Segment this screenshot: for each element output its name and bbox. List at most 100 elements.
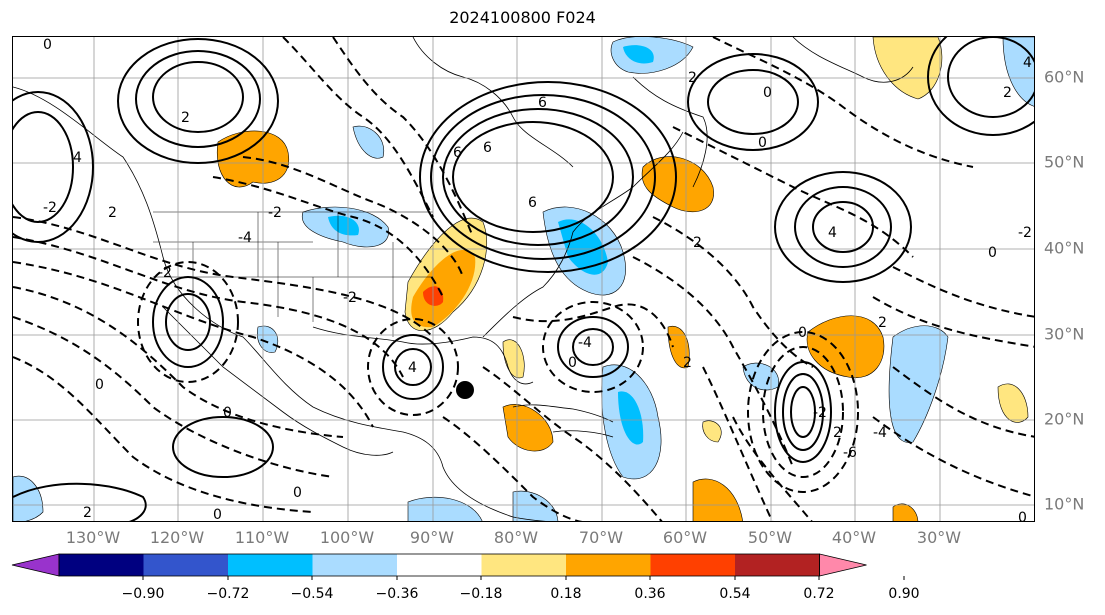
- contour-label: 0: [213, 507, 222, 522]
- colorbar-segment: [735, 554, 820, 576]
- contour-label: 0: [1018, 510, 1027, 522]
- contour-label: 6: [528, 195, 537, 211]
- contour-label: 2: [181, 110, 190, 126]
- contour-label: 0: [763, 85, 772, 101]
- map-canvas: 0 2 4 6 -2 -4 2 0 6 4 2 0 -2 0 2 4 -4 0 …: [13, 37, 1034, 522]
- north-america-coast: [13, 86, 546, 521]
- colorbar-segments: [11, 553, 867, 577]
- positive-anomaly-patch: [502, 339, 525, 379]
- longitude-label: 130°W: [65, 528, 121, 547]
- colorbar-segment: [143, 554, 228, 576]
- contour-label: 2: [1003, 85, 1012, 101]
- colorbar-segment: [650, 554, 735, 576]
- colorbar-tick-label: −0.72: [206, 586, 250, 602]
- colorbar-segment: [312, 554, 397, 576]
- contour-line: [13, 91, 94, 243]
- contour-label: 0: [758, 135, 767, 151]
- colorbar-tick-label: −0.36: [375, 586, 419, 602]
- contour-line: [687, 53, 819, 151]
- contour-line: [542, 301, 644, 393]
- contour-label: -2: [1018, 225, 1032, 241]
- contour-line: [774, 171, 912, 283]
- colorbar-segment: [228, 554, 313, 576]
- contour-line: [707, 69, 799, 135]
- contour-line: [13, 216, 434, 338]
- contour-line: [394, 348, 432, 386]
- figure-title: 2024100800 F024: [449, 8, 596, 27]
- contour-line: [332, 37, 474, 238]
- negative-anomaly-patch: [888, 325, 949, 443]
- longitude-label: 110°W: [234, 528, 290, 547]
- positive-anomaly-patch: [692, 478, 743, 521]
- contour-line: [430, 94, 656, 260]
- us-borders: [153, 211, 433, 337]
- contour-label: 6: [453, 145, 462, 161]
- contour-label: 2: [108, 205, 117, 221]
- positive-anomaly-patch: [216, 130, 290, 188]
- east-coast: [482, 131, 684, 338]
- colorbar-tick-label: −0.90: [121, 586, 165, 602]
- colorbar-extend-low: [11, 553, 60, 577]
- contour-label: 2: [833, 425, 842, 441]
- colorbar-outline: [58, 553, 820, 577]
- negative-anomaly-patch: [558, 219, 608, 275]
- contour-line: [13, 316, 334, 478]
- positive-anomaly-patch: [892, 503, 919, 521]
- contour-line: [282, 37, 434, 218]
- contour-label: 2: [683, 355, 692, 371]
- positive-anomaly-patch: [702, 420, 722, 443]
- latitude-label: 40°N: [1044, 238, 1085, 258]
- contour-line: [632, 256, 794, 468]
- contour-line: [452, 121, 614, 233]
- contour-line: [13, 356, 314, 513]
- contour-label: 4: [1023, 55, 1032, 71]
- contour-label: 0: [223, 405, 232, 421]
- negative-anomaly-patch: [512, 490, 559, 521]
- graticule: [13, 37, 1034, 521]
- negative-anomaly-patch: [257, 325, 279, 353]
- contour-line: [947, 37, 1034, 118]
- contour-line: [790, 386, 816, 438]
- contour-label: 4: [828, 225, 837, 241]
- contour-line: [702, 366, 774, 521]
- contour-label: 2: [878, 315, 887, 331]
- longitude-label: 40°W: [831, 528, 877, 547]
- contour-line: [419, 81, 677, 273]
- positive-anomaly-patch: [502, 404, 554, 452]
- contour-line: [442, 108, 634, 246]
- contour-label: -4: [578, 335, 592, 351]
- contour-line: [512, 303, 674, 348]
- contour-line: [13, 286, 344, 438]
- contour-line: [794, 186, 892, 268]
- colorbar-extend-high: [819, 553, 867, 577]
- contour-line: [13, 482, 147, 521]
- contour-label: -2: [43, 200, 57, 216]
- negative-anomaly-patch: [1002, 37, 1034, 107]
- gulf-coast: [312, 326, 534, 385]
- contour-line: [152, 61, 244, 133]
- contour-label: -2: [343, 290, 357, 306]
- latitude-label: 30°N: [1044, 324, 1085, 344]
- contour-line: [442, 416, 583, 521]
- contour-label: -2: [813, 405, 827, 421]
- contour-line: [652, 216, 814, 368]
- storm-center-marker: [456, 381, 474, 399]
- contour-line: [13, 111, 74, 223]
- contour-label: 0: [293, 485, 302, 501]
- longitude-label: 80°W: [493, 528, 539, 547]
- contour-line: [152, 276, 224, 368]
- contour-label: 0: [43, 37, 52, 53]
- caribbean-islands: [512, 404, 614, 438]
- contour-line: [732, 416, 813, 521]
- longitude-label: 100°W: [319, 528, 375, 547]
- contour-line: [242, 156, 464, 278]
- longitude-label: 60°W: [662, 528, 708, 547]
- contour-label: 4: [73, 150, 82, 166]
- colorbar-tick-label: 0.18: [550, 586, 582, 602]
- positive-anomaly-patch: [997, 383, 1029, 423]
- contour-label: -4: [238, 230, 252, 246]
- contour-line: [892, 366, 1034, 438]
- contour-label: -4: [873, 425, 887, 441]
- contour-line: [712, 37, 974, 168]
- contour-line: [927, 37, 1034, 136]
